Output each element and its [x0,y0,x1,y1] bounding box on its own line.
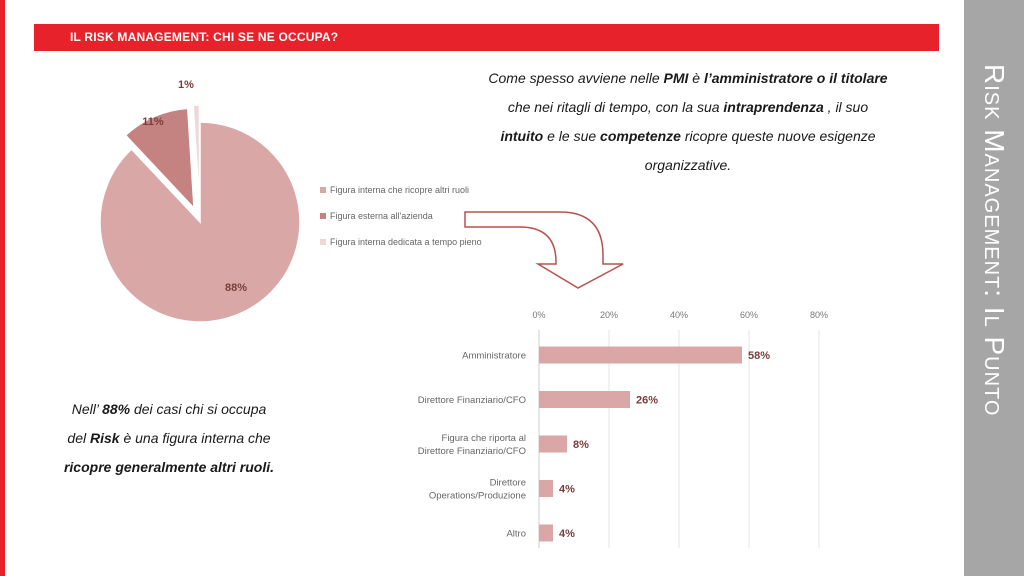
bar-data-label: 4% [559,528,575,540]
x-tick-label: 80% [810,310,828,320]
bar-data-label: 58% [748,350,770,362]
pie-slice [192,104,201,206]
intro-text: ricopre queste nuove esigenze [680,128,876,144]
slide-title: IL RISK MANAGEMENT: CHI SE NE OCCUPA? [70,30,339,44]
intro-line-4: organizzative. [644,157,732,173]
legend-label: Figura interna dedicata a tempo pieno [330,237,482,247]
category-label: Operations/Produzione [429,491,526,502]
legend-swatch [320,239,326,245]
pie-legend: Figura interna che ricopre altri ruoli F… [320,184,482,262]
note-text: dei casi chi si occupa [130,401,267,417]
note-line-3: ricopre generalmente altri ruoli. [30,453,308,482]
legend-item: Figura esterna all'azienda [320,210,482,236]
pie-chart: 88% 11% 1% [99,79,301,323]
x-tick-label: 40% [670,310,688,320]
category-label: Figura che riporta al [442,433,526,444]
bar [539,391,630,408]
intro-line-2: che nei ritagli di tempo, con la sua int… [438,93,938,122]
intro-text: e le sue [543,128,601,144]
intro-text: Come spesso avviene nelle [488,70,664,86]
note-strong: Risk [90,430,120,446]
category-label: Direttore [490,478,526,489]
intro-paragraph: Come spesso avviene nelle PMI è l’ammini… [438,64,938,180]
note-paragraph: Nell’ 88% dei casi chi si occupa del Ris… [30,395,308,482]
intro-text: che nei ritagli di tempo, con la sua [507,99,724,115]
category-label: Direttore Finanziario/CFO [418,395,526,406]
legend-swatch [320,213,326,219]
intro-text: , il suo [823,99,869,115]
pie-data-label: 88% [225,282,247,294]
bar-data-label: 26% [636,395,658,407]
category-label: Direttore Finanziario/CFO [418,446,526,457]
intro-text: è [688,70,704,86]
note-line-1: Nell’ 88% dei casi chi si occupa [30,395,308,424]
pie-data-label: 1% [178,79,194,91]
legend-label: Figura esterna all'azienda [330,211,433,221]
bar-data-label: 8% [573,439,589,451]
left-accent-stripe [0,0,5,576]
note-strong: 88% [102,401,131,417]
x-tick-label: 20% [600,310,618,320]
bar [539,524,553,542]
note-text: è una figura interna che [119,430,271,446]
side-title: Risk Management: Il Punto [964,0,1024,576]
intro-line-1: Come spesso avviene nelle PMI è l’ammini… [438,64,938,93]
note-text: del [67,430,90,446]
category-label: Altro [506,529,526,540]
category-label: Amministratore [462,351,526,362]
pie-data-label: 11% [142,116,164,128]
legend-item: Figura interna dedicata a tempo pieno [320,236,482,262]
legend-item: Figura interna che ricopre altri ruoli [320,184,482,210]
intro-strong: l’amministratore o il titolare [703,70,888,86]
pie-slice [99,121,301,323]
bar [539,435,567,453]
intro-strong: competenze [600,128,681,144]
side-title-text: Risk Management: Il Punto [979,63,1010,417]
side-panel [964,0,1024,576]
pie-slice [124,107,195,211]
intro-line-3: intuito e le sue competenze ricopre ques… [438,122,938,151]
intro-strong: PMI [663,70,689,86]
note-text: Nell’ [71,401,103,417]
bar-data-label: 4% [559,484,575,496]
intro-strong: intraprendenza [723,99,824,115]
note-line-2: del Risk è una figura interna che [30,424,308,453]
legend-label: Figura interna che ricopre altri ruoli [330,185,470,195]
intro-strong: intuito [500,128,544,144]
legend-swatch [320,187,326,193]
x-tick-label: 0% [532,310,545,320]
x-tick-label: 60% [740,310,758,320]
bar [539,346,742,364]
header-bar [34,24,939,51]
note-strong: ricopre generalmente altri ruoli. [63,459,275,475]
bar [539,480,553,497]
